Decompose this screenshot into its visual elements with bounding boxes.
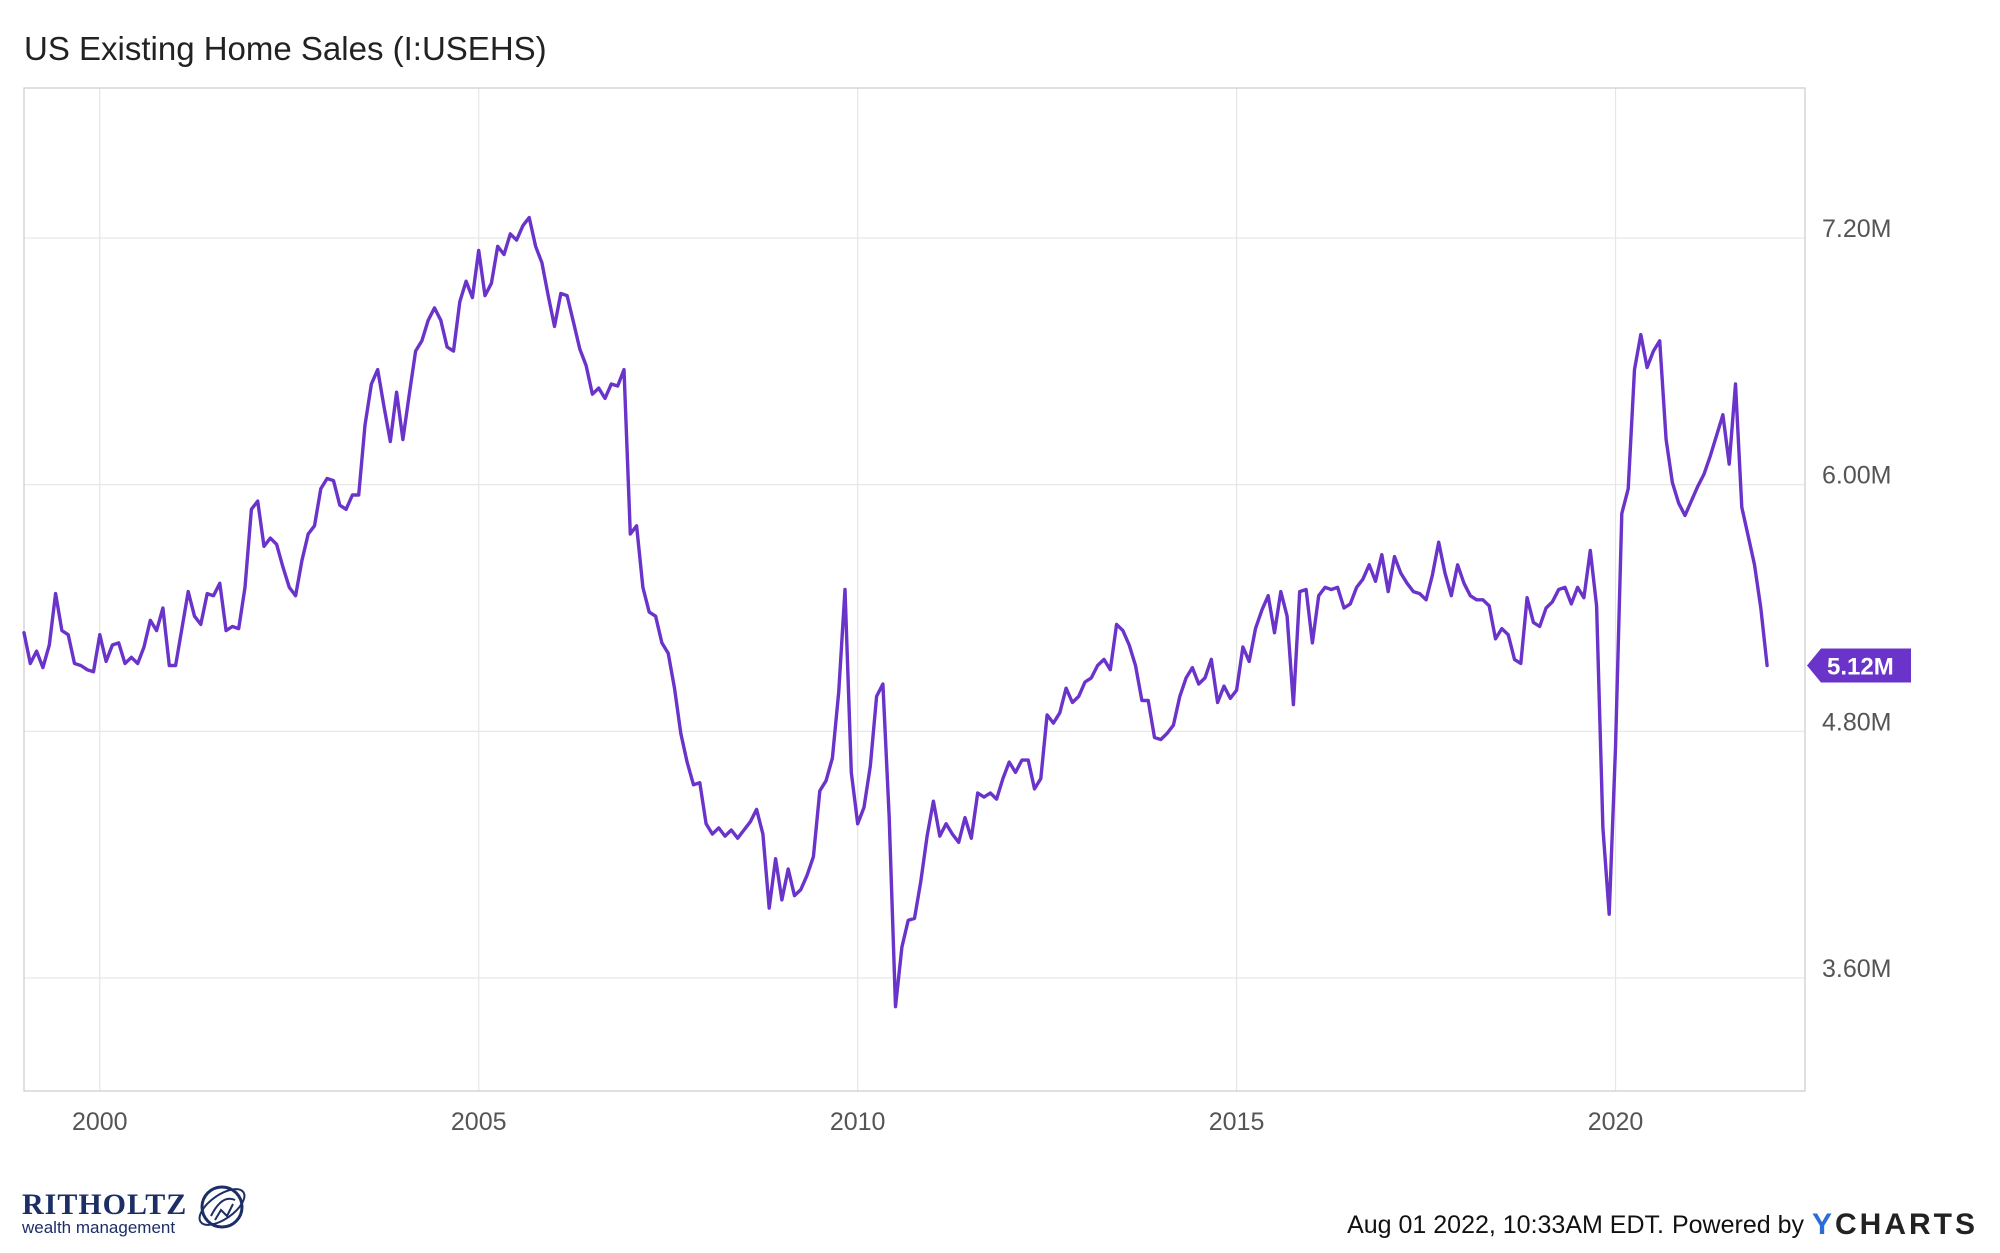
y-tick-label: 6.00M <box>1822 462 1891 490</box>
x-tick-label: 2005 <box>451 1108 507 1136</box>
last-value-badge <box>1807 648 1911 683</box>
y-tick-label: 7.20M <box>1822 215 1891 243</box>
chart-title: US Existing Home Sales (I:USEHS) <box>24 30 547 67</box>
x-tick-label: 2000 <box>72 1108 128 1136</box>
footer-powered-by: Powered by <box>1671 1210 1804 1239</box>
x-axis: 2000 2005 2010 2015 2020 <box>72 1108 1643 1136</box>
ycharts-logo-rest: CHARTS <box>1835 1208 1978 1241</box>
y-tick-label: 3.60M <box>1822 955 1891 983</box>
series-line <box>22 215 1769 1009</box>
x-tick-label: 2015 <box>1209 1108 1265 1136</box>
x-tick-label: 2010 <box>830 1108 886 1136</box>
ritholtz-logo: RITHOLTZ wealth management <box>22 1176 253 1238</box>
last-value-label: 5.12M <box>1807 648 1911 683</box>
footer-credit: Aug 01 2022, 10:33AM EDT. Powered by YCH… <box>1347 1208 1978 1242</box>
logo-tagline: wealth management <box>22 1218 176 1237</box>
x-tick-label: 2020 <box>1588 1108 1644 1136</box>
footer-timestamp: Aug 01 2022, 10:33AM EDT. <box>1347 1210 1664 1239</box>
ycharts-logo-y: Y <box>1811 1208 1835 1241</box>
globe-seal-icon <box>198 1185 246 1229</box>
logo-name: RITHOLTZ <box>22 1188 188 1221</box>
grid-lines <box>24 88 1805 1091</box>
last-value-text: 5.12M <box>1827 654 1894 681</box>
ycharts-logo[interactable]: YCHARTS <box>1812 1208 1978 1242</box>
plot-border <box>23 87 1806 1092</box>
y-axis: 3.60M 4.80M 6.00M 7.20M <box>1822 215 1891 983</box>
y-tick-label: 4.80M <box>1822 708 1891 736</box>
